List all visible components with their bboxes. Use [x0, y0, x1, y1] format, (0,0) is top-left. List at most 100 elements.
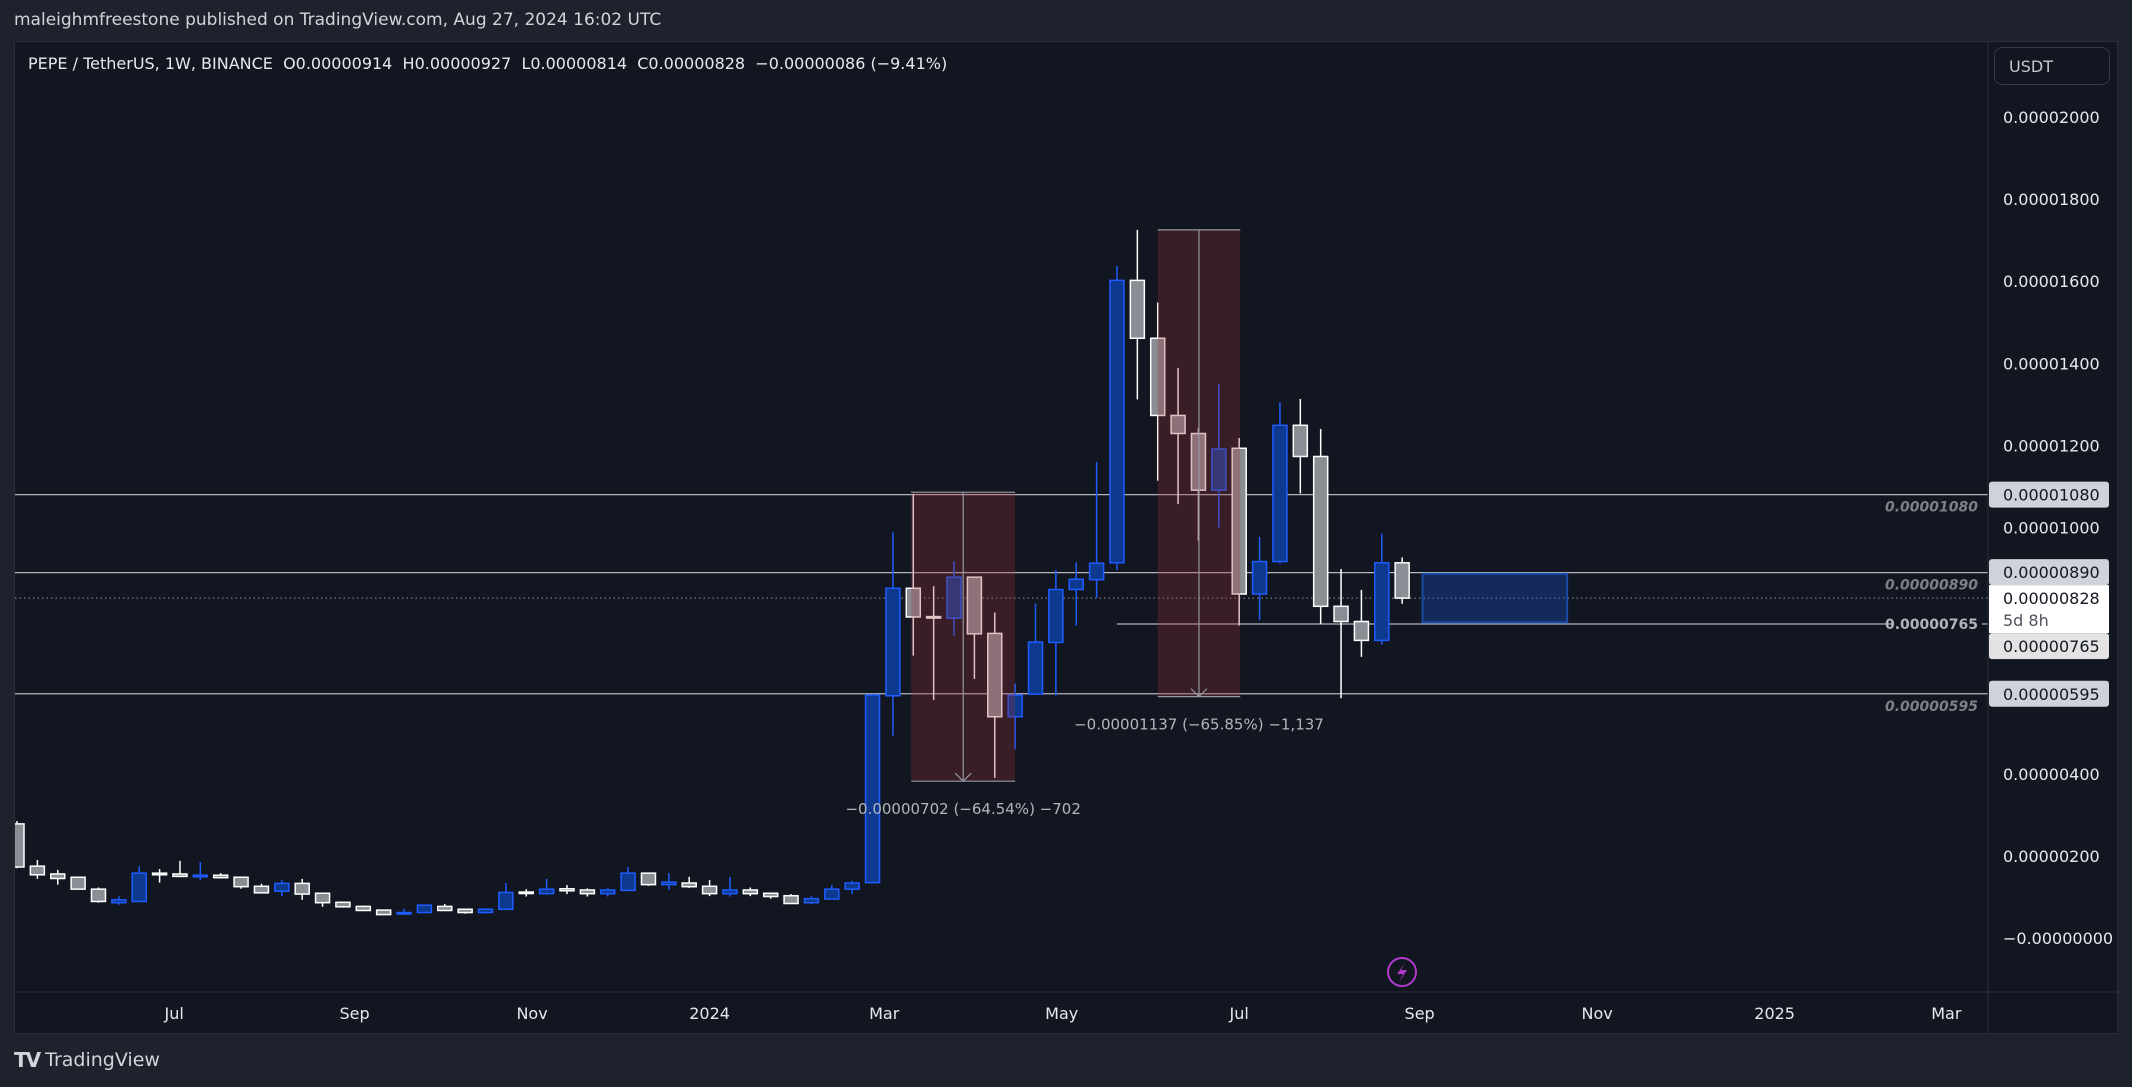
- candle[interactable]: [70, 876, 86, 890]
- candle[interactable]: [538, 878, 555, 895]
- candle[interactable]: [966, 576, 983, 679]
- candle[interactable]: [294, 878, 310, 900]
- candle[interactable]: [1312, 428, 1329, 624]
- candle-body: [253, 885, 270, 894]
- candle[interactable]: [518, 889, 534, 897]
- candle[interactable]: [1251, 536, 1268, 621]
- candle[interactable]: [335, 901, 351, 908]
- candle[interactable]: [1353, 589, 1370, 657]
- candle[interactable]: [762, 892, 779, 899]
- candle[interactable]: [498, 882, 514, 911]
- candle-body: [375, 909, 392, 916]
- candle[interactable]: [579, 888, 596, 897]
- candle[interactable]: [1292, 399, 1309, 494]
- candle[interactable]: [1231, 438, 1247, 626]
- candle-body: [824, 888, 840, 900]
- candle[interactable]: [722, 876, 738, 897]
- candle[interactable]: [131, 866, 147, 903]
- level-label: 0.00001080: [1885, 500, 1978, 516]
- chart-panel[interactable]: [14, 41, 2118, 1034]
- candle-body: [1312, 455, 1329, 608]
- candle[interactable]: [396, 908, 412, 915]
- x-tick-label: Nov: [516, 1004, 547, 1023]
- candle[interactable]: [375, 909, 392, 916]
- candle[interactable]: [416, 904, 433, 914]
- candle[interactable]: [885, 532, 901, 736]
- legend-symbol[interactable]: PEPE / TetherUS, 1W, BINANCE: [28, 54, 273, 73]
- candle-body: [355, 905, 372, 912]
- candle[interactable]: [661, 873, 677, 890]
- price-range-measure[interactable]: [911, 491, 1016, 783]
- candle[interactable]: [355, 905, 372, 912]
- candle[interactable]: [1394, 557, 1410, 604]
- candle[interactable]: [274, 880, 290, 897]
- candle-body: [1109, 279, 1125, 564]
- level-label: 0.00000595: [1885, 699, 1978, 715]
- candle[interactable]: [803, 896, 820, 905]
- candle[interactable]: [477, 908, 494, 914]
- level-label: 0.00000765: [1885, 617, 1978, 633]
- candle-body: [29, 865, 46, 876]
- x-tick-label: 2024: [689, 1004, 730, 1023]
- candle[interactable]: [253, 883, 270, 894]
- candle[interactable]: [559, 885, 575, 895]
- candle-body: [538, 888, 555, 895]
- candle[interactable]: [1170, 367, 1186, 505]
- candle[interactable]: [49, 869, 66, 885]
- candle[interactable]: [111, 896, 127, 905]
- candle[interactable]: [314, 892, 331, 907]
- candle-body: [274, 882, 290, 892]
- price-tag-label: 0.00000890: [2003, 563, 2100, 582]
- lightning-icon-ring: [1387, 957, 1417, 987]
- candle[interactable]: [192, 862, 209, 881]
- candle[interactable]: [681, 876, 697, 888]
- projection-box[interactable]: [1421, 572, 1569, 624]
- candle[interactable]: [905, 493, 922, 656]
- candle-body: [1048, 588, 1064, 644]
- candle[interactable]: [437, 903, 453, 912]
- candle[interactable]: [824, 885, 840, 900]
- candle[interactable]: [701, 880, 718, 897]
- candle[interactable]: [742, 887, 759, 897]
- candle[interactable]: [1211, 383, 1227, 528]
- candle-body: [70, 876, 86, 890]
- candle[interactable]: [172, 860, 188, 878]
- candle[interactable]: [151, 869, 168, 883]
- candle[interactable]: [212, 873, 229, 879]
- candle[interactable]: [1088, 461, 1105, 598]
- candle[interactable]: [457, 908, 473, 914]
- candle[interactable]: [1333, 568, 1349, 699]
- candle[interactable]: [1027, 603, 1044, 695]
- candle[interactable]: [599, 888, 616, 897]
- candle[interactable]: [90, 887, 107, 903]
- candle[interactable]: [1048, 570, 1064, 696]
- candle[interactable]: [10, 821, 25, 869]
- legend-change: −0.00000086 (−9.41%): [755, 54, 948, 73]
- candle[interactable]: [1149, 302, 1166, 481]
- lightning-icon[interactable]: [1387, 957, 1417, 987]
- price-range-measure[interactable]: [1157, 229, 1241, 698]
- candle-body: [559, 887, 575, 892]
- candle[interactable]: [1109, 266, 1125, 571]
- candle[interactable]: [1129, 229, 1146, 400]
- candle[interactable]: [640, 872, 657, 886]
- candle[interactable]: [1068, 562, 1084, 626]
- candle-body: [640, 872, 657, 886]
- candle[interactable]: [29, 860, 46, 879]
- currency-button[interactable]: USDT: [1994, 47, 2110, 85]
- candle[interactable]: [844, 880, 860, 895]
- candle[interactable]: [1374, 533, 1390, 645]
- candle-body: [844, 882, 860, 890]
- candle[interactable]: [620, 866, 636, 892]
- candle[interactable]: [987, 612, 1003, 778]
- candle[interactable]: [1272, 402, 1288, 564]
- candle[interactable]: [1007, 683, 1023, 750]
- candle[interactable]: [783, 894, 799, 905]
- tradingview-logo[interactable]: TV TradingView: [14, 1048, 160, 1072]
- candle[interactable]: [864, 693, 881, 884]
- candle-body: [885, 587, 901, 697]
- candle[interactable]: [946, 561, 962, 636]
- candle[interactable]: [233, 876, 249, 889]
- candle[interactable]: [925, 586, 942, 700]
